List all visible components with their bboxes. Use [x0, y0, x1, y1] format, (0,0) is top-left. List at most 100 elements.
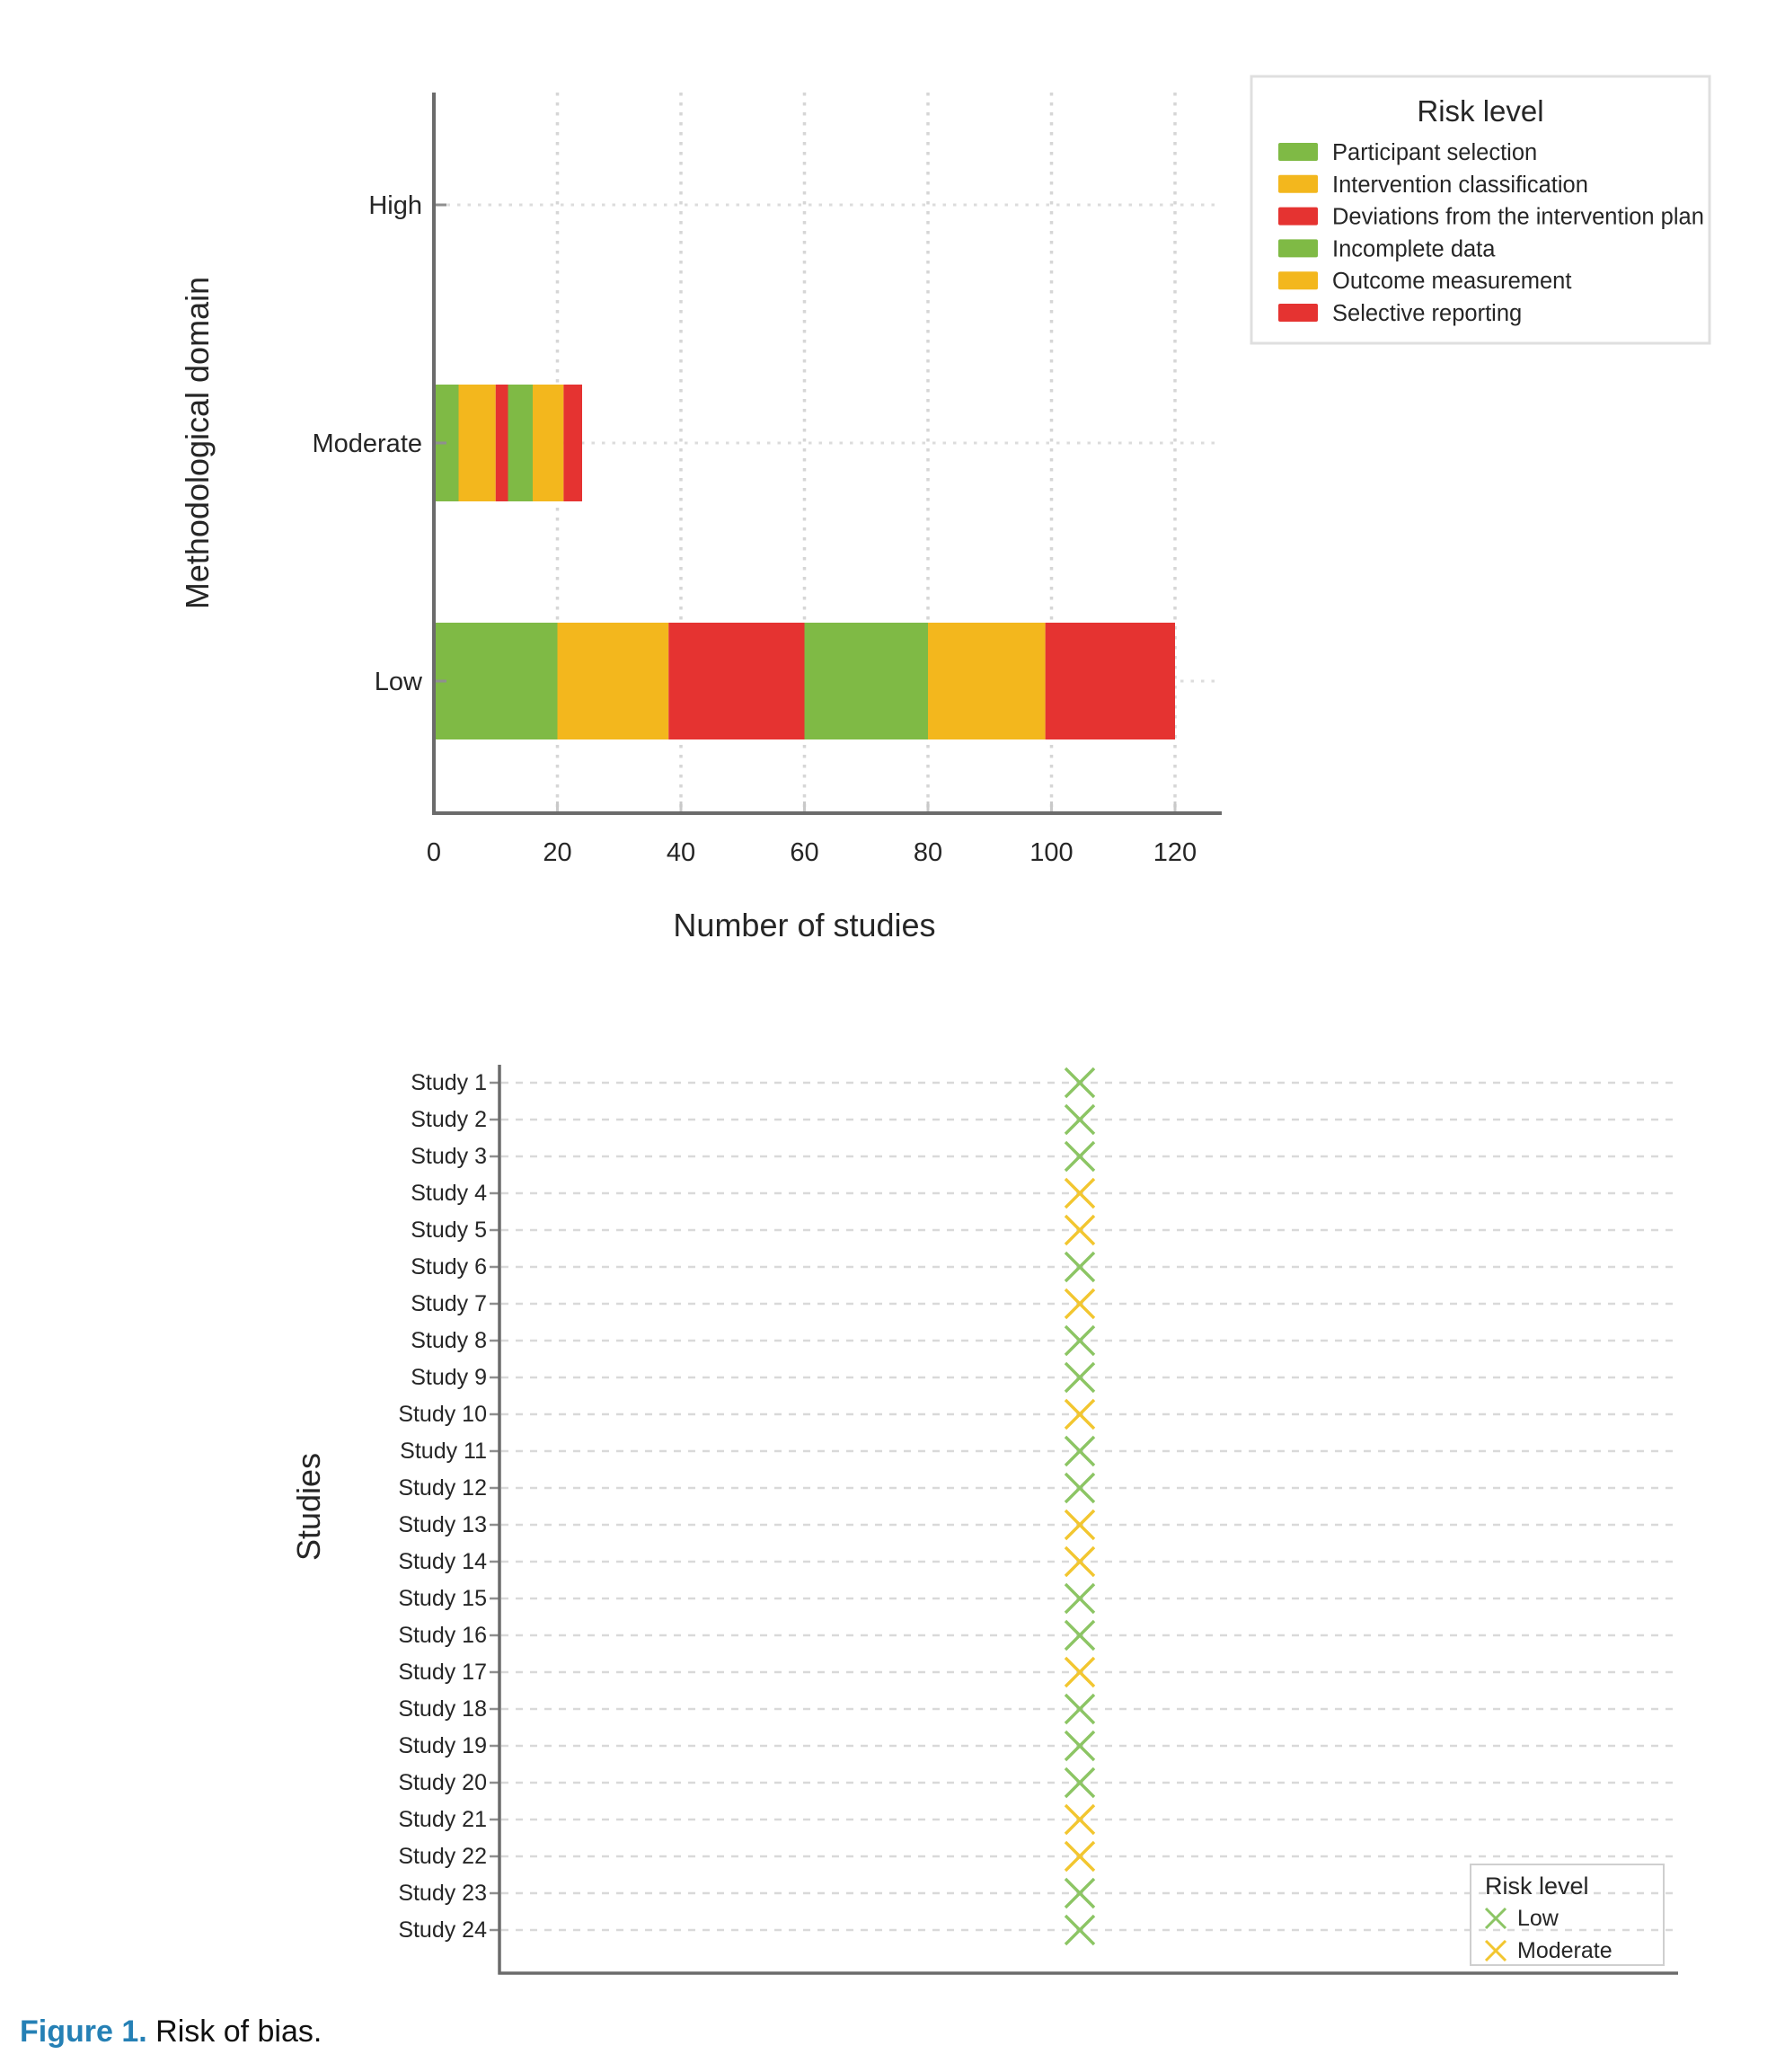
marker-stroke — [1064, 1914, 1096, 1946]
risk-marker-study-2-low — [1064, 1103, 1096, 1136]
study-label-study-3: Study 3 — [411, 1144, 487, 1169]
marker-stroke — [1064, 1214, 1096, 1246]
risk-marker-study-21-moderate — [1064, 1803, 1096, 1836]
y-axis-title: Methodological domain — [179, 277, 216, 609]
study-label-study-19: Study 19 — [398, 1733, 487, 1758]
risk-marker-study-3-low — [1064, 1140, 1096, 1173]
legend-marker-low — [1484, 1907, 1507, 1930]
risk-marker-study-8-low — [1064, 1324, 1096, 1357]
bar-low-selective-reporting — [1045, 623, 1175, 739]
legend-swatch-deviations-from-the-intervention-plan — [1278, 207, 1318, 226]
study-label-study-12: Study 12 — [398, 1475, 487, 1501]
risk-marker-study-24-low — [1064, 1914, 1096, 1946]
risk-marker-study-19-low — [1064, 1730, 1096, 1762]
risk-marker-study-20-low — [1064, 1767, 1096, 1799]
bar-low-outcome-measurement — [928, 623, 1046, 739]
marker-stroke — [1064, 1582, 1096, 1615]
study-label-study-16: Study 16 — [398, 1623, 487, 1648]
x-tick-label-120: 120 — [1153, 838, 1197, 867]
marker-stroke — [1064, 1361, 1096, 1394]
risk-marker-study-1-low — [1064, 1067, 1096, 1099]
marker-stroke — [1484, 1907, 1507, 1930]
legend-label-low: Low — [1517, 1906, 1560, 1931]
x-tick-label-40: 40 — [667, 838, 695, 867]
study-label-study-9: Study 9 — [411, 1365, 487, 1390]
risk-marker-study-13-moderate — [1064, 1509, 1096, 1541]
legend-box — [1470, 1864, 1665, 1966]
legend-swatch-intervention-classification — [1278, 174, 1318, 193]
y-tick-label-high: High — [368, 191, 422, 220]
legend-label-participant-selection: Participant selection — [1332, 140, 1537, 165]
risk-marker-study-5-moderate — [1064, 1214, 1096, 1246]
study-label-study-15: Study 15 — [398, 1586, 487, 1611]
bar-moderate-outcome-measurement — [533, 385, 564, 501]
legend-label-outcome-measurement: Outcome measurement — [1332, 269, 1571, 294]
risk-marker-study-23-low — [1064, 1877, 1096, 1909]
study-label-study-7: Study 7 — [411, 1291, 487, 1316]
x-axis-title: Number of studies — [673, 907, 935, 943]
risk-marker-study-10-moderate — [1064, 1398, 1096, 1430]
study-label-study-8: Study 8 — [411, 1328, 487, 1353]
marker-stroke — [1064, 1730, 1096, 1762]
study-label-study-24: Study 24 — [398, 1917, 487, 1943]
legend-label-intervention-classification: Intervention classification — [1332, 173, 1588, 198]
marker-stroke — [1064, 1251, 1096, 1283]
legend-box — [1250, 75, 1711, 345]
study-label-study-5: Study 5 — [411, 1218, 487, 1243]
bar-low-deviations-from-the-intervention-plan — [668, 623, 805, 739]
marker-stroke — [1064, 1140, 1096, 1173]
risk-marker-study-18-low — [1064, 1693, 1096, 1725]
bar-moderate-deviations-from-the-intervention-plan — [495, 385, 508, 501]
legend-swatch-incomplete-data — [1278, 239, 1318, 258]
risk-by-study-chart: Study 1 Study 2 Study 3 Study 4 Study 5 Study… — [290, 1065, 1678, 1975]
study-label-study-23: Study 23 — [398, 1881, 487, 1906]
study-label-study-4: Study 4 — [411, 1181, 487, 1206]
study-label-study-20: Study 20 — [398, 1770, 487, 1795]
marker-stroke — [1064, 1067, 1096, 1099]
legend-label-moderate: Moderate — [1517, 1938, 1613, 1963]
study-label-study-11: Study 11 — [400, 1439, 487, 1464]
marker-stroke — [1064, 1177, 1096, 1209]
marker-stroke — [1064, 1288, 1096, 1320]
risk-by-domain-chart: 0 20 40 60 80 100 120 High Moderate Low Number of … — [179, 75, 1711, 943]
marker-stroke — [1064, 1656, 1096, 1688]
risk-marker-study-11-low — [1064, 1435, 1096, 1467]
marker-stroke — [1484, 1939, 1507, 1962]
y-tick-label-moderate: Moderate — [312, 429, 422, 458]
study-label-study-2: Study 2 — [411, 1107, 487, 1132]
legend-label-deviations-from-the-intervention-plan: Deviations from the intervention plan — [1332, 205, 1704, 230]
bar-moderate-intervention-classification — [458, 385, 496, 501]
bar-low-participant-selection — [434, 623, 558, 739]
figure-caption-label: Figure 1. — [20, 2014, 147, 2049]
marker-stroke — [1064, 1545, 1096, 1578]
study-label-study-10: Study 10 — [398, 1402, 487, 1427]
bar-moderate-incomplete-data — [508, 385, 533, 501]
legend-swatch-outcome-measurement — [1278, 271, 1318, 290]
legend-title: Risk level — [1485, 1873, 1589, 1899]
risk-marker-study-12-low — [1064, 1472, 1096, 1504]
risk-marker-study-9-low — [1064, 1361, 1096, 1394]
bar-low-incomplete-data — [804, 623, 928, 739]
marker-stroke — [1064, 1509, 1096, 1541]
risk-marker-study-14-moderate — [1064, 1545, 1096, 1578]
marker-stroke — [1064, 1840, 1096, 1873]
figure-caption-text: Risk of bias. — [146, 2014, 323, 2049]
marker-stroke — [1064, 1619, 1096, 1651]
x-tick-label-80: 80 — [914, 838, 942, 867]
risk-marker-study-22-moderate — [1064, 1840, 1096, 1873]
study-label-study-14: Study 14 — [398, 1549, 487, 1574]
study-label-study-6: Study 6 — [411, 1254, 487, 1280]
marker-stroke — [1064, 1103, 1096, 1136]
marker-stroke — [1064, 1767, 1096, 1799]
x-tick-label-0: 0 — [427, 838, 441, 867]
study-label-study-17: Study 17 — [398, 1660, 487, 1685]
risk-marker-study-4-moderate — [1064, 1177, 1096, 1209]
y-tick-label-low: Low — [375, 668, 423, 696]
legend-marker-moderate — [1484, 1939, 1507, 1962]
bar-low-intervention-classification — [557, 623, 669, 739]
legend-swatch-selective-reporting — [1278, 304, 1318, 322]
risk-marker-study-16-low — [1064, 1619, 1096, 1651]
x-tick-label-100: 100 — [1029, 838, 1073, 867]
risk-marker-study-7-moderate — [1064, 1288, 1096, 1320]
